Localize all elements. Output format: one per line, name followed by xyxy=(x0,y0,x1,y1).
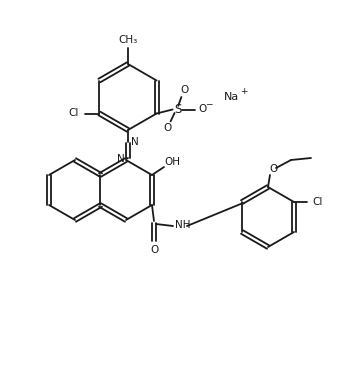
Text: +: + xyxy=(240,87,247,96)
Text: −: − xyxy=(205,99,212,108)
Text: NH: NH xyxy=(175,220,191,230)
Text: O: O xyxy=(163,123,172,133)
Text: Na: Na xyxy=(224,92,239,103)
Text: O: O xyxy=(198,104,207,115)
Text: O: O xyxy=(151,245,159,255)
Text: O: O xyxy=(180,85,189,95)
Text: N: N xyxy=(131,137,139,147)
Text: S: S xyxy=(174,103,181,116)
Text: OH: OH xyxy=(164,157,180,167)
Text: O: O xyxy=(269,164,277,174)
Text: CH₃: CH₃ xyxy=(118,35,138,45)
Text: Cl: Cl xyxy=(313,197,323,207)
Text: Cl: Cl xyxy=(68,108,78,119)
Text: N: N xyxy=(117,154,125,164)
